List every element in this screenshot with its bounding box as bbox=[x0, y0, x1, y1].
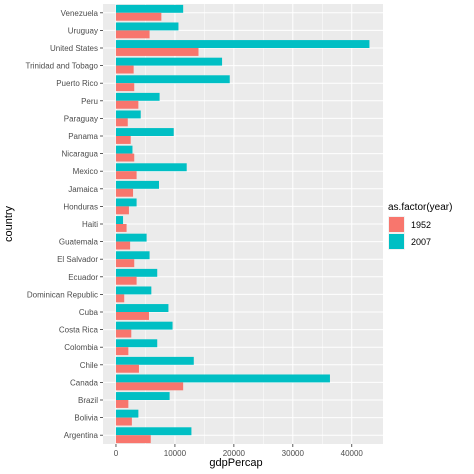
bar-2007 bbox=[115, 110, 141, 119]
bar-1952 bbox=[115, 312, 149, 320]
category-label: Guatemala bbox=[59, 238, 99, 247]
bar-1952 bbox=[115, 294, 125, 303]
legend-label: 2007 bbox=[411, 237, 431, 247]
category-label: United States bbox=[50, 44, 98, 53]
x-tick-label: 20000 bbox=[223, 449, 246, 458]
bar-1952 bbox=[115, 241, 131, 250]
category-label: El Salvador bbox=[57, 255, 98, 264]
legend: 1952 2007 bbox=[388, 216, 431, 250]
bar-2007 bbox=[115, 251, 150, 260]
category-label: Jamaica bbox=[68, 185, 98, 194]
bar-1952 bbox=[115, 364, 139, 373]
bar-2007 bbox=[115, 392, 170, 400]
bar-2007 bbox=[115, 286, 152, 295]
bar-1952 bbox=[115, 83, 135, 92]
bar-1952 bbox=[115, 136, 131, 144]
bar-2007 bbox=[115, 128, 174, 136]
grid-lines bbox=[103, 4, 383, 444]
x-tick-label: 40000 bbox=[341, 449, 364, 458]
category-label: Canada bbox=[70, 378, 99, 387]
bar-2007 bbox=[115, 145, 133, 154]
bar-1952 bbox=[115, 206, 129, 215]
category-label: Venezuela bbox=[61, 9, 99, 18]
legend-label: 1952 bbox=[411, 220, 431, 230]
category-label: Haiti bbox=[82, 220, 98, 229]
bar-1952 bbox=[115, 259, 135, 268]
x-tick-label: 10000 bbox=[164, 449, 187, 458]
category-label: Ecuador bbox=[68, 273, 98, 282]
category-labels: Venezuela Uruguay United States Trinidad an… bbox=[26, 9, 103, 440]
bar-2007 bbox=[115, 57, 223, 66]
category-label: Brazil bbox=[78, 396, 98, 405]
x-axis-title: gdpPercap bbox=[209, 457, 262, 469]
bar-2007 bbox=[115, 216, 124, 224]
bar-2007 bbox=[115, 268, 158, 277]
category-label: Chile bbox=[80, 361, 99, 370]
bar-2007 bbox=[115, 40, 370, 48]
category-label: Bolivia bbox=[74, 414, 98, 423]
category-label: Puerto Rico bbox=[56, 79, 98, 88]
bar-1952 bbox=[115, 100, 139, 109]
bar-2007 bbox=[115, 427, 192, 436]
bar-1952 bbox=[115, 417, 132, 426]
category-label: Costa Rica bbox=[59, 326, 99, 335]
category-label: Uruguay bbox=[68, 26, 98, 35]
bar-1952 bbox=[115, 153, 135, 162]
bar-1952 bbox=[115, 171, 137, 180]
bar-1952 bbox=[115, 12, 162, 21]
category-label: Peru bbox=[81, 97, 98, 106]
y-axis-title: country bbox=[3, 205, 15, 242]
bar-2007 bbox=[115, 198, 137, 207]
bar-2007 bbox=[115, 374, 330, 383]
category-label: Panama bbox=[68, 132, 98, 141]
bars bbox=[115, 4, 370, 444]
bar-1952 bbox=[115, 400, 129, 408]
bar-2007 bbox=[115, 4, 184, 13]
bar-1952 bbox=[115, 48, 199, 56]
bar-1952 bbox=[115, 188, 134, 197]
category-label: Dominican Republic bbox=[27, 290, 98, 299]
bar-1952 bbox=[115, 118, 128, 127]
category-label: Mexico bbox=[73, 167, 99, 176]
bar-1952 bbox=[115, 276, 137, 285]
category-label: Paraguay bbox=[64, 114, 98, 123]
bar-2007 bbox=[115, 304, 169, 312]
legend-title: as.factor(year) bbox=[388, 202, 452, 213]
category-label: Nicaragua bbox=[62, 150, 99, 159]
bar-2007 bbox=[115, 92, 160, 101]
bar-2007 bbox=[115, 163, 187, 172]
x-tick-label: 30000 bbox=[282, 449, 305, 458]
bar-1952 bbox=[115, 30, 150, 39]
bar-2007 bbox=[115, 321, 173, 330]
bar-2007 bbox=[115, 356, 194, 365]
bar-1952 bbox=[115, 382, 184, 391]
category-label: Colombia bbox=[64, 343, 98, 352]
legend-swatch bbox=[389, 217, 404, 232]
category-label: Trinidad and Tobago bbox=[26, 62, 99, 71]
category-label: Argentina bbox=[64, 431, 99, 440]
bar-1952 bbox=[115, 224, 127, 232]
x-tick-label: 0 bbox=[114, 449, 119, 458]
bar-2007 bbox=[115, 233, 147, 242]
legend-swatch bbox=[389, 234, 404, 249]
bar-2007 bbox=[115, 22, 179, 31]
bar-1952 bbox=[115, 329, 132, 338]
bar-2007 bbox=[115, 339, 158, 348]
bar-2007 bbox=[115, 180, 159, 189]
bar-1952 bbox=[115, 347, 129, 356]
category-label: Cuba bbox=[79, 308, 99, 317]
bar-2007 bbox=[115, 75, 230, 84]
category-label: Honduras bbox=[63, 202, 98, 211]
x-tick-labels: 0 10000 20000 30000 40000 bbox=[114, 444, 364, 458]
bar-1952 bbox=[115, 65, 134, 74]
bar-2007 bbox=[115, 409, 139, 418]
bar-1952 bbox=[115, 435, 151, 444]
